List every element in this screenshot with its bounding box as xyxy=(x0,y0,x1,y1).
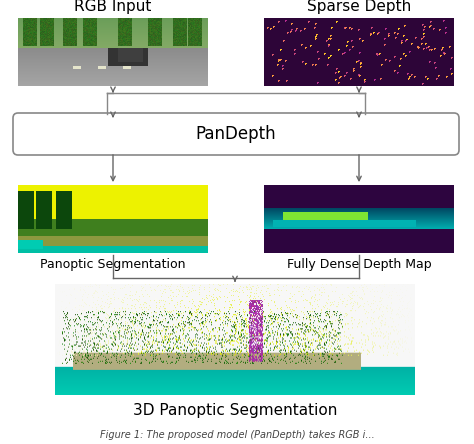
Text: RGB Input: RGB Input xyxy=(74,0,152,14)
Text: PanDepth: PanDepth xyxy=(196,125,276,143)
Text: Sparse Depth: Sparse Depth xyxy=(307,0,411,14)
Text: 3D Panoptic Segmentation: 3D Panoptic Segmentation xyxy=(133,403,337,418)
Text: Figure 1: The proposed model (PanDepth) takes RGB i...: Figure 1: The proposed model (PanDepth) … xyxy=(100,430,374,440)
Text: Panoptic Segmentation: Panoptic Segmentation xyxy=(40,258,186,271)
Text: Fully Dense Depth Map: Fully Dense Depth Map xyxy=(287,258,431,271)
FancyBboxPatch shape xyxy=(13,113,459,155)
